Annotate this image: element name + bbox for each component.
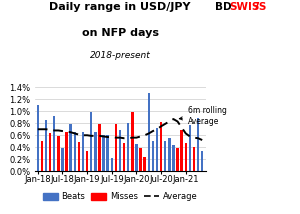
- Bar: [69, 125, 72, 171]
- Bar: [135, 144, 138, 171]
- Bar: [164, 141, 167, 171]
- Bar: [110, 158, 113, 171]
- Bar: [86, 152, 88, 171]
- Bar: [160, 122, 162, 171]
- Bar: [184, 143, 187, 171]
- Bar: [57, 137, 60, 171]
- Bar: [172, 146, 175, 171]
- Bar: [148, 93, 150, 171]
- Bar: [49, 134, 51, 171]
- Bar: [127, 123, 130, 171]
- Text: SWISS: SWISS: [230, 2, 267, 12]
- Bar: [139, 149, 142, 171]
- Bar: [152, 141, 154, 171]
- Bar: [143, 157, 146, 171]
- Bar: [94, 132, 97, 171]
- Bar: [53, 116, 56, 171]
- Bar: [168, 138, 171, 171]
- Text: 2018-present: 2018-present: [90, 51, 150, 60]
- Bar: [156, 128, 158, 171]
- Bar: [176, 149, 179, 171]
- Text: 6m rolling
Average: 6m rolling Average: [179, 106, 227, 126]
- Legend: Beats, Misses, Average: Beats, Misses, Average: [39, 189, 201, 205]
- Bar: [197, 119, 199, 171]
- Bar: [90, 113, 92, 171]
- Bar: [180, 130, 183, 171]
- Text: BD: BD: [214, 2, 231, 12]
- Bar: [119, 131, 121, 171]
- Bar: [193, 147, 195, 171]
- Bar: [37, 105, 39, 171]
- Bar: [201, 151, 203, 171]
- Bar: [74, 132, 76, 171]
- Bar: [102, 135, 105, 171]
- Text: on NFP days: on NFP days: [82, 28, 158, 38]
- Bar: [61, 149, 64, 171]
- Text: Daily range in USD/JPY: Daily range in USD/JPY: [49, 2, 191, 12]
- Bar: [45, 120, 47, 171]
- Bar: [82, 132, 84, 171]
- Bar: [115, 124, 117, 171]
- Bar: [65, 132, 68, 171]
- Bar: [123, 143, 125, 171]
- Bar: [41, 141, 43, 171]
- Bar: [106, 135, 109, 171]
- Bar: [98, 125, 101, 171]
- Text: 7: 7: [254, 2, 259, 11]
- Bar: [131, 112, 134, 171]
- Bar: [78, 143, 80, 171]
- Bar: [189, 125, 191, 171]
